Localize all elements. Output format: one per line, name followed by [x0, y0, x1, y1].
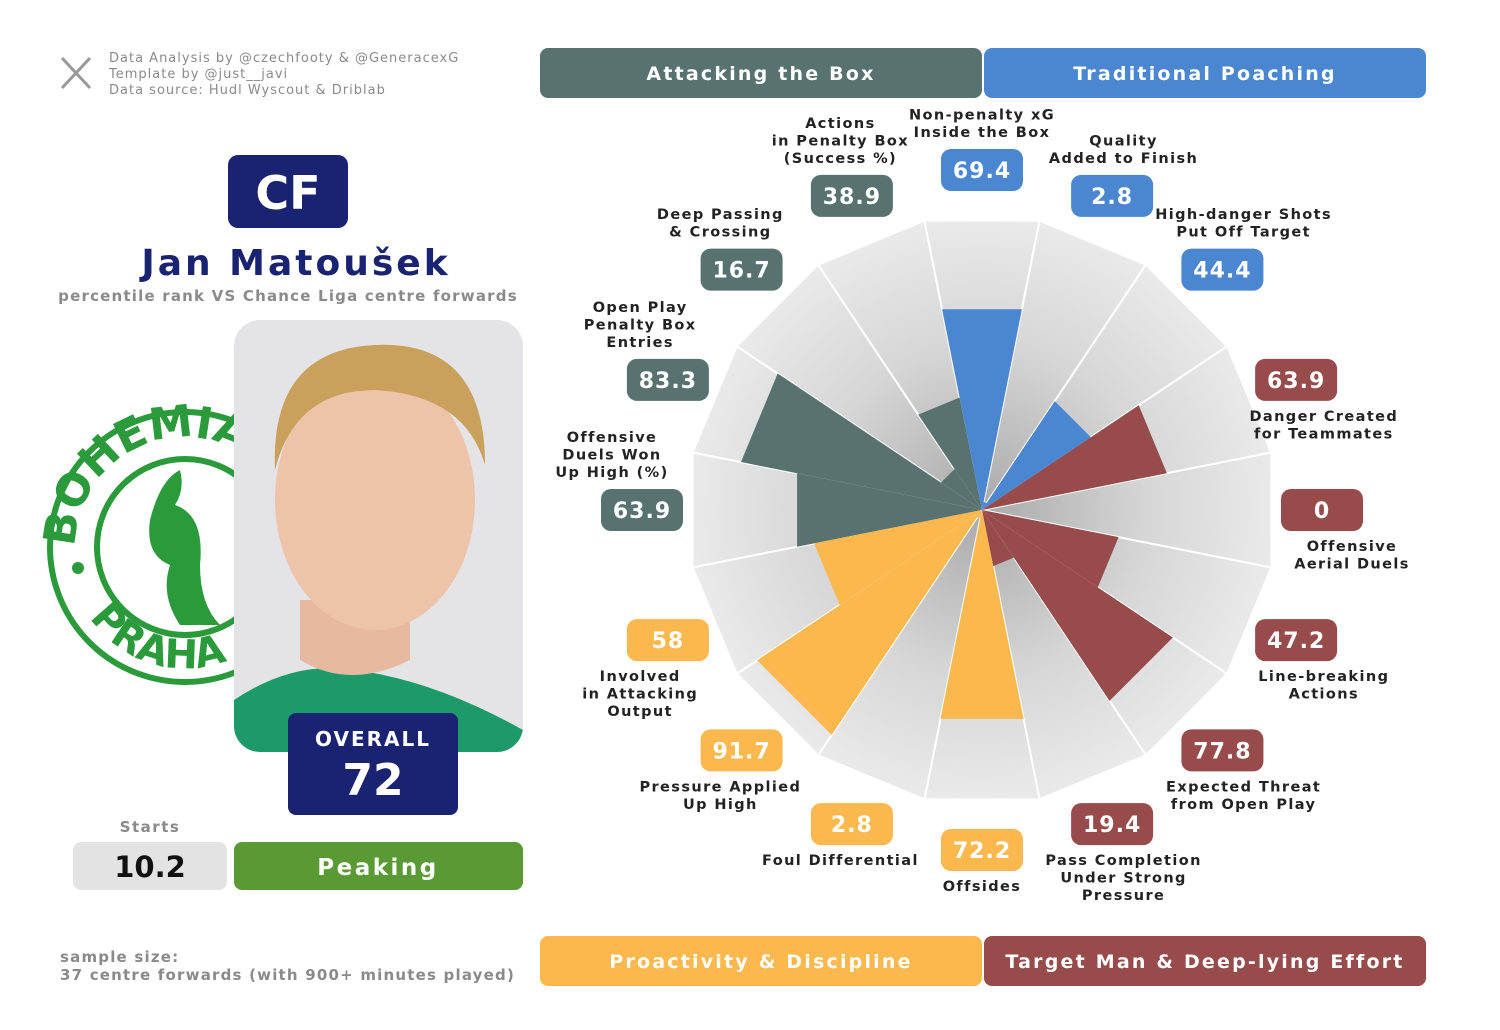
starts-value: 10.2	[114, 850, 186, 884]
bar-wedge	[982, 510, 1119, 588]
legend-box	[540, 48, 982, 98]
value-label: 2.8	[831, 813, 873, 838]
x-logo	[60, 56, 92, 90]
legend-label: Proactivity & Discipline	[609, 951, 912, 973]
bar-wedge	[982, 501, 987, 510]
subtitle: percentile rank VS Chance Liga centre fo…	[58, 287, 518, 305]
legend-box	[540, 936, 982, 986]
legend-label: Attacking the Box	[646, 63, 875, 85]
metric-name: Open Play Penalty Box Entries	[584, 300, 697, 351]
starts-label: Starts	[120, 818, 181, 836]
value-box	[1181, 729, 1264, 772]
bar-wedge	[982, 510, 1173, 701]
player-name: Jan Matoušek	[138, 243, 450, 284]
credit: Template by @just__javi	[108, 67, 288, 82]
position-box	[228, 155, 348, 228]
bar-wedge	[977, 510, 982, 519]
credit: Data Analysis by @czechfooty & @Generace…	[109, 51, 459, 66]
metric-name: Offensive Aerial Duels	[1294, 539, 1410, 573]
value-box	[1281, 489, 1363, 531]
value-box	[601, 489, 683, 531]
bar-wedge	[941, 469, 982, 510]
bar-wedge	[797, 473, 982, 547]
value-box	[810, 174, 893, 217]
value-label: 91.7	[712, 739, 770, 764]
value-box	[1071, 803, 1154, 846]
bar-wedge	[940, 510, 1024, 719]
value-label: 19.4	[1083, 813, 1141, 838]
metric-name: Pass Completion Under Strong Pressure	[1045, 853, 1201, 904]
status-box	[234, 842, 523, 890]
value-box	[941, 149, 1023, 191]
bar-wedge	[757, 510, 982, 735]
value-label: 0	[1314, 499, 1330, 524]
value-label: 83.3	[639, 369, 697, 394]
overall-box	[288, 713, 458, 815]
position: CF	[255, 166, 320, 220]
value-box	[810, 803, 893, 846]
value-box	[941, 829, 1023, 871]
bar-wedge	[942, 309, 1022, 510]
sample-size: 37 centre forwards (with 900+ minutes pl…	[60, 966, 515, 984]
overall-label: OVERALL	[315, 727, 431, 751]
metric-name: Foul Differential	[762, 853, 919, 869]
value-box	[626, 358, 709, 401]
value-label: 63.9	[1267, 369, 1325, 394]
value-label: 69.4	[953, 159, 1011, 184]
bar-wedge	[982, 510, 1014, 567]
bar-wedge	[982, 405, 1167, 510]
bar-wedge	[918, 397, 982, 510]
value-label: 2.8	[1091, 185, 1133, 210]
status: Peaking	[317, 855, 439, 881]
value-label: 16.7	[712, 259, 770, 284]
value-label: 77.8	[1193, 739, 1251, 764]
metric-name: High-danger Shots Put Off Target	[1155, 207, 1332, 241]
legend-box	[984, 48, 1426, 98]
metric-name: Actions in Penalty Box (Success %)	[772, 116, 909, 167]
value-box	[1181, 248, 1264, 291]
value-box	[626, 619, 709, 662]
metric-name: Danger Created for Teammates	[1249, 409, 1398, 443]
bar-wedge	[740, 373, 982, 510]
value-box	[700, 729, 783, 772]
value-box	[700, 248, 783, 291]
value-label: 38.9	[823, 185, 881, 210]
legend-box	[984, 936, 1426, 986]
value-label: 72.2	[953, 839, 1011, 864]
value-label: 58	[652, 629, 685, 654]
pizza-chart: 63.9 Offensive Duels Won Up High (%) 83.3 Ope…	[540, 48, 1426, 986]
value-label: 47.2	[1267, 629, 1325, 654]
metric-name: Deep Passing & Crossing	[657, 207, 784, 241]
starts-box	[73, 842, 227, 890]
metric-name: Pressure Applied Up High	[639, 779, 801, 813]
metric-name: Involved in Attacking Output	[582, 669, 698, 720]
metric-name: Offsides	[943, 879, 1022, 895]
legend-label: Target Man & Deep-lying Effort	[1005, 951, 1404, 973]
metric-name: Quality Added to Finish	[1049, 133, 1198, 167]
metric-name: Line-breaking Actions	[1258, 669, 1389, 703]
bar-wedge	[982, 401, 1091, 510]
metric-name: Non-penalty xG Inside the Box	[909, 108, 1055, 142]
value-box	[1071, 174, 1154, 217]
credit: Data source: Hudl Wyscout & Driblab	[109, 83, 386, 98]
metric-name: Expected Threat from Open Play	[1166, 779, 1321, 813]
value-label: 63.9	[613, 499, 671, 524]
legend-label: Traditional Poaching	[1073, 63, 1337, 85]
overall-value: 72	[342, 755, 403, 806]
player-photo	[234, 320, 523, 752]
bar-wedge	[814, 510, 982, 606]
sample-size: sample size:	[60, 948, 179, 966]
value-label: 44.4	[1193, 259, 1251, 284]
metric-name: Offensive Duels Won Up High (%)	[555, 430, 668, 481]
value-box	[1255, 358, 1338, 401]
value-box	[1255, 619, 1338, 662]
